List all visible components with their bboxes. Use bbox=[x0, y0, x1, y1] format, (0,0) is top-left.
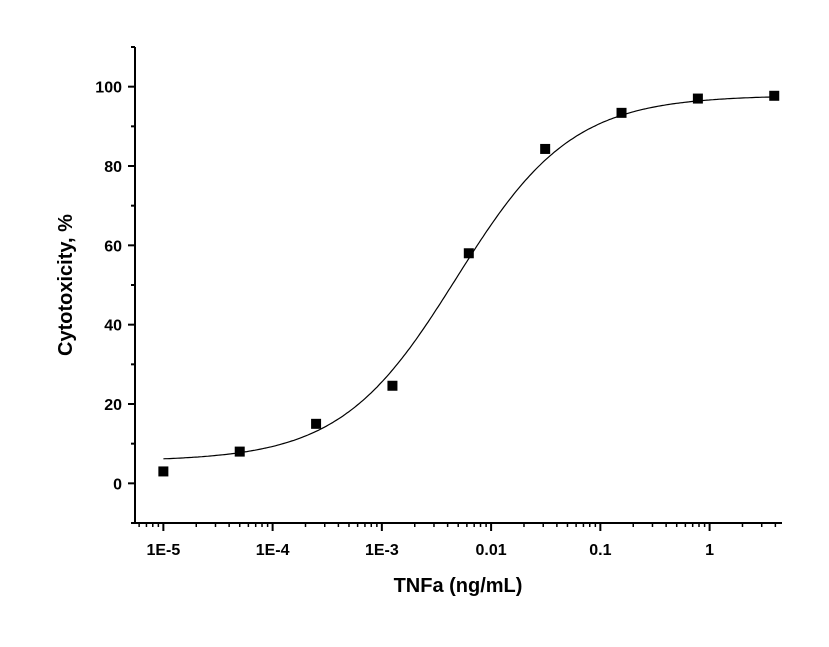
data-point bbox=[387, 380, 398, 391]
data-point bbox=[311, 418, 322, 429]
x-tick-label: 1E-5 bbox=[146, 542, 180, 559]
x-tick-label: 1E-4 bbox=[256, 542, 290, 559]
y-tick-label: 80 bbox=[104, 159, 122, 176]
data-point bbox=[616, 107, 627, 118]
y-tick-label: 0 bbox=[113, 476, 122, 493]
y-tick-label: 40 bbox=[104, 318, 122, 335]
fit-line bbox=[163, 96, 775, 460]
data-point bbox=[540, 143, 551, 154]
x-tick-label: 1E-3 bbox=[365, 542, 399, 559]
y-tick-label: 20 bbox=[104, 397, 122, 414]
y-axis-title: Cytotoxicity, % bbox=[55, 214, 77, 356]
data-point bbox=[234, 446, 245, 457]
x-axis-title: TNFa (ng/mL) bbox=[394, 575, 523, 597]
x-tick-label: 1 bbox=[705, 542, 714, 559]
data-point bbox=[158, 466, 169, 477]
x-tick-label: 0.1 bbox=[589, 542, 611, 559]
y-tick-label: 100 bbox=[95, 80, 122, 97]
data-point bbox=[769, 90, 780, 101]
axes: 0 20 40 60 80 100 1E-5 1E-4 1E-3 0.01 0.1 1 bbox=[95, 46, 782, 559]
data-point bbox=[463, 248, 474, 259]
data-point bbox=[692, 93, 703, 104]
y-tick-label: 60 bbox=[104, 238, 122, 255]
x-tick-label: 0.01 bbox=[476, 542, 507, 559]
data-points bbox=[158, 90, 780, 477]
fit-curve bbox=[163, 96, 775, 460]
